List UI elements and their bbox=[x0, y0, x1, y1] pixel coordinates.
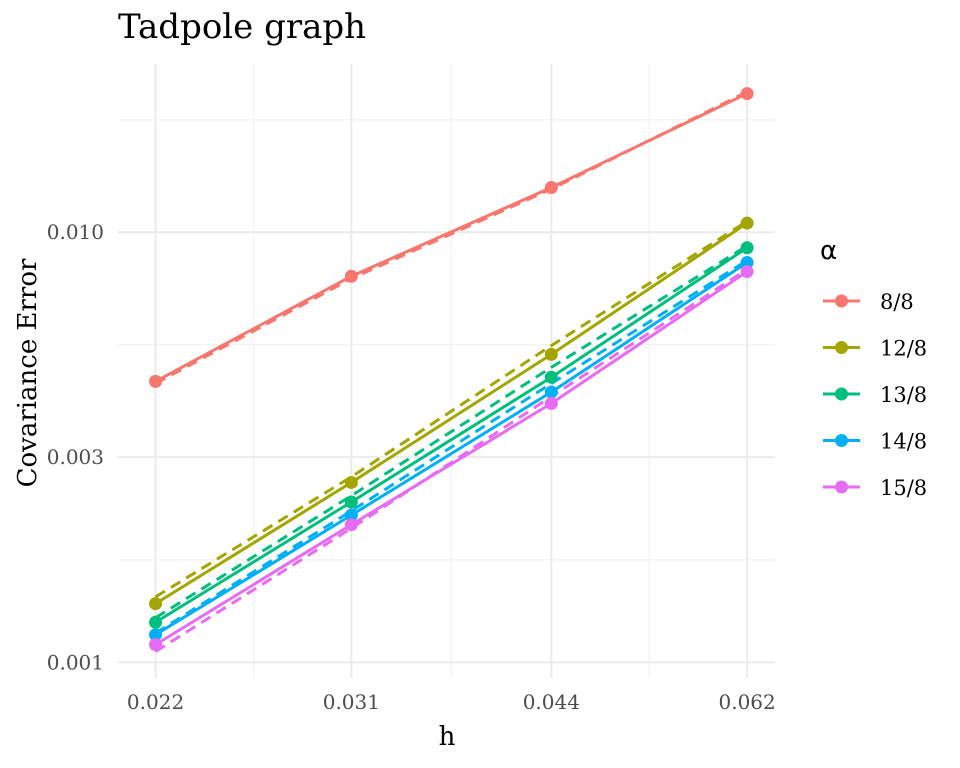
data-point bbox=[344, 475, 358, 489]
data-point bbox=[544, 347, 558, 361]
data-point bbox=[149, 628, 163, 642]
y-tick-label: 0.003 bbox=[47, 445, 104, 469]
data-point bbox=[149, 597, 163, 611]
legend-label: 14/8 bbox=[880, 430, 927, 454]
legend-label: 12/8 bbox=[880, 337, 927, 361]
data-point bbox=[740, 265, 754, 279]
y-axis-title: Covariance Error bbox=[13, 258, 43, 487]
series-line bbox=[154, 261, 748, 636]
y-tick-label: 0.001 bbox=[47, 650, 104, 674]
chart-title: Tadpole graph bbox=[118, 7, 366, 47]
legend: α 8/8 12/8 13/8 14/8 15/8 bbox=[820, 236, 927, 500]
data-point bbox=[544, 385, 558, 399]
data-point bbox=[740, 87, 754, 101]
x-tick-label: 0.022 bbox=[127, 690, 184, 714]
data-point bbox=[344, 495, 358, 509]
data-point bbox=[149, 638, 163, 652]
y-tick-label: 0.010 bbox=[47, 220, 104, 244]
x-tick-label: 0.044 bbox=[523, 690, 580, 714]
data-point bbox=[544, 181, 558, 195]
series-lines bbox=[154, 90, 748, 653]
x-axis-ticks: 0.022 0.031 0.044 0.062 bbox=[127, 690, 776, 714]
series-points bbox=[149, 87, 754, 652]
legend-label: 8/8 bbox=[880, 290, 914, 314]
legend-key-point bbox=[835, 387, 848, 401]
data-point bbox=[544, 370, 558, 384]
fitted-line bbox=[154, 220, 748, 599]
series-line bbox=[154, 221, 748, 605]
legend-key-point bbox=[835, 341, 848, 354]
legend-key-point bbox=[835, 434, 848, 447]
legend-key-point bbox=[835, 480, 848, 494]
data-point bbox=[544, 396, 558, 410]
legend-label: 15/8 bbox=[880, 476, 927, 500]
legend-key-point bbox=[835, 294, 848, 308]
x-axis-title: h bbox=[439, 722, 456, 752]
y-axis-ticks: 0.001 0.003 0.010 bbox=[47, 220, 104, 674]
data-point bbox=[740, 256, 754, 270]
data-point bbox=[149, 615, 163, 629]
data-point bbox=[344, 518, 358, 532]
legend-title: α bbox=[820, 236, 837, 266]
fitted-line bbox=[154, 259, 748, 635]
data-point bbox=[344, 269, 358, 283]
series-line bbox=[154, 92, 748, 383]
series-line bbox=[154, 270, 748, 646]
x-tick-label: 0.062 bbox=[719, 690, 776, 714]
data-point bbox=[740, 241, 754, 255]
series-line bbox=[154, 246, 748, 624]
fitted-line bbox=[154, 244, 748, 620]
data-point bbox=[149, 374, 163, 388]
data-point bbox=[344, 508, 358, 522]
data-point bbox=[740, 216, 754, 230]
x-tick-label: 0.031 bbox=[323, 690, 380, 714]
legend-label: 13/8 bbox=[880, 383, 927, 407]
